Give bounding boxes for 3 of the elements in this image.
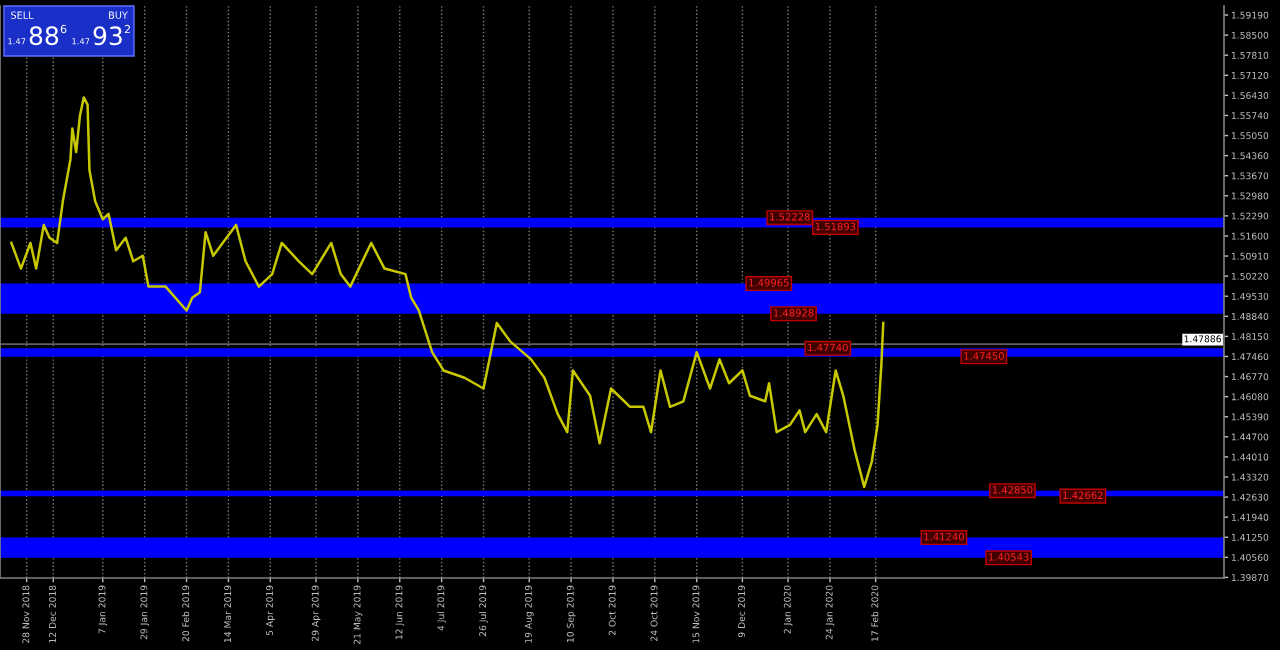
line-series <box>10 96 885 489</box>
annotation: 88 <box>29 26 59 46</box>
annotation: 93 <box>93 26 122 46</box>
